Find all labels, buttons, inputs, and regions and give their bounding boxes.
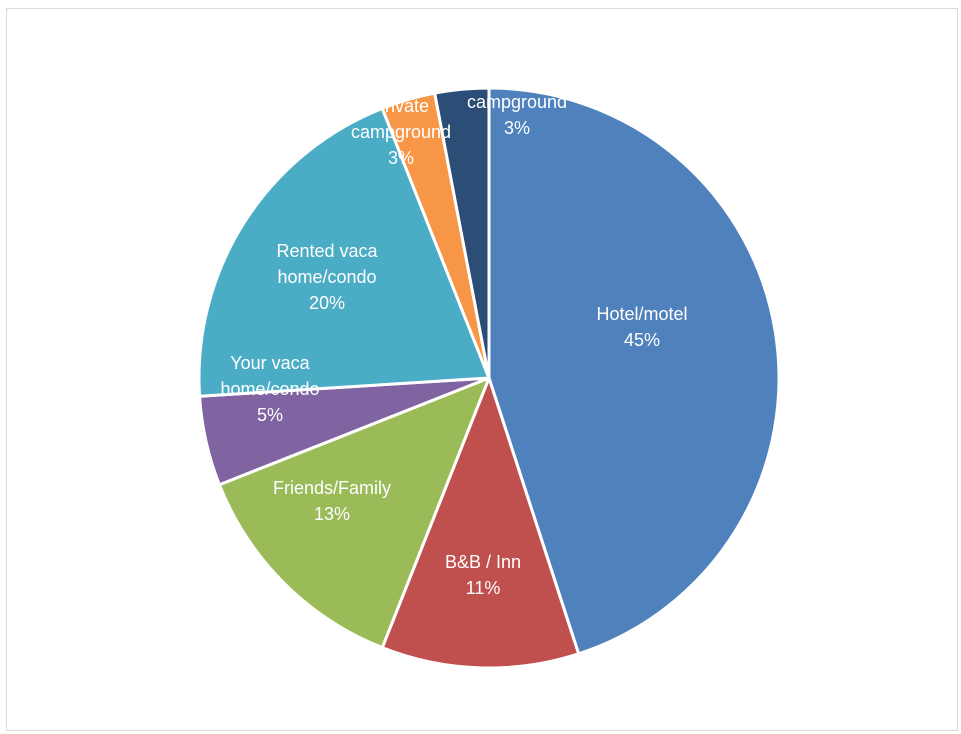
pie-data-labels: Hotel/motel 45% B&B / Inn 11% Friends/Family… (220, 66, 687, 598)
pie-slice-rented-vaca-home-condo (197, 106, 491, 398)
data-label-line: 45% (624, 330, 660, 350)
data-label-line: 20% (309, 293, 345, 313)
data-label-line: 13% (314, 504, 350, 524)
data-label-friends-family: Friends/Family 13% (273, 478, 391, 524)
data-label-private-campground: Private campground 3% (351, 96, 451, 168)
data-label-line: home/condo (277, 267, 376, 287)
data-label-line: 5% (257, 405, 283, 425)
data-label-line: Rented vaca (276, 241, 378, 261)
data-label-line: Private (373, 96, 429, 116)
data-label-state-park-campground: State Park campground 3% (467, 66, 567, 138)
data-label-b-b-inn: B&B / Inn 11% (445, 552, 521, 598)
data-label-line: home/condo (220, 379, 319, 399)
pie-slice-hotel-motel (487, 86, 781, 656)
data-label-line: Friends/Family (273, 478, 391, 498)
data-label-hotel-motel: Hotel/motel 45% (596, 304, 687, 350)
data-label-your-vaca-home-condo: Your vaca home/condo 5% (220, 353, 319, 425)
pie-slices (197, 86, 781, 670)
data-label-line: Your vaca (230, 353, 310, 373)
data-label-line: 11% (466, 578, 501, 598)
data-label-line: 3% (388, 148, 414, 168)
pie-slice-friends-family (217, 376, 491, 650)
data-label-rented-vaca-home-condo: Rented vaca home/condo 20% (276, 241, 378, 313)
data-label-line: campground (467, 92, 567, 112)
pie-slice-b-b-inn (380, 376, 581, 670)
data-label-line: campground (351, 122, 451, 142)
chart-area: Hotel/motel 45% B&B / Inn 11% Friends/Family… (6, 8, 958, 731)
pie-slice-state-park-campground (433, 86, 491, 380)
data-label-line: 3% (504, 118, 530, 138)
data-label-line: State Park (475, 66, 560, 86)
data-label-line: Hotel/motel (596, 304, 687, 324)
data-label-line: B&B / Inn (445, 552, 521, 572)
pie-chart: Hotel/motel 45% B&B / Inn 11% Friends/Family… (197, 66, 781, 670)
